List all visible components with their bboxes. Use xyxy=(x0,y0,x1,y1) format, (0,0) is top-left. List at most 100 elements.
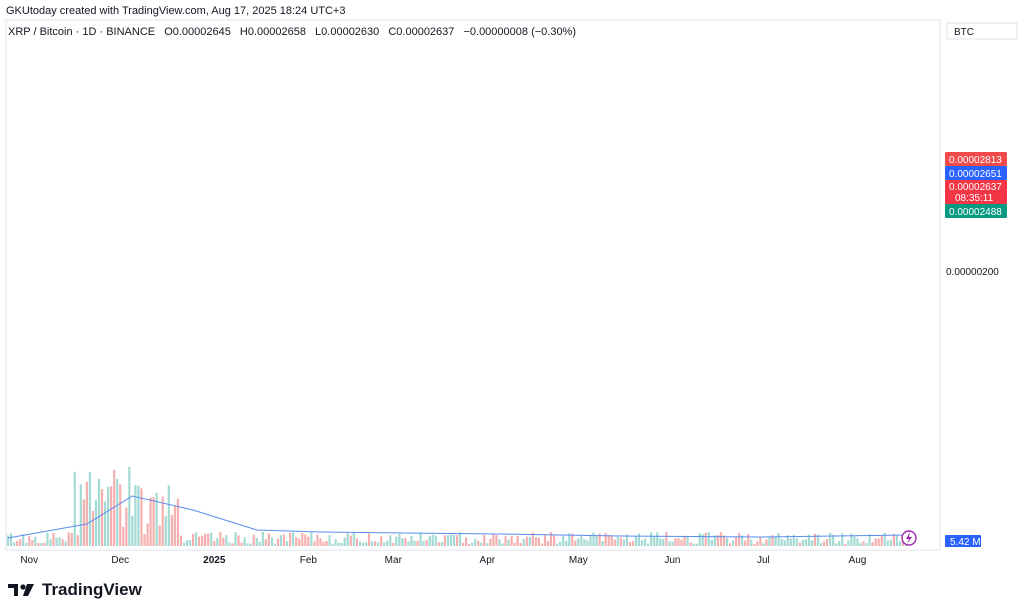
chart-border xyxy=(5,19,941,551)
volume-bar xyxy=(243,537,246,546)
chart-credit: GKUtoday created with TradingView.com, A… xyxy=(6,5,346,17)
volume-bar xyxy=(246,543,249,546)
volume-bar xyxy=(398,534,401,546)
volume-bar xyxy=(240,542,243,546)
volume-bar xyxy=(543,534,547,546)
volume-bar xyxy=(458,532,462,546)
volume-bar xyxy=(410,535,413,546)
volume-bar xyxy=(477,540,480,546)
volume-bar xyxy=(161,496,164,546)
volume-bar xyxy=(58,537,61,546)
volume-bar xyxy=(346,533,349,546)
volume-bar xyxy=(367,533,371,546)
volume-bar xyxy=(267,533,271,546)
currency-label: BTC xyxy=(954,27,974,38)
volume-bar xyxy=(286,541,289,546)
volume-bar xyxy=(191,533,195,546)
volume-bar xyxy=(213,541,216,546)
volume-bar xyxy=(231,543,234,546)
volume-bar xyxy=(871,542,874,546)
volume-bar xyxy=(64,541,67,546)
volume-bar xyxy=(19,539,22,546)
volume-bar xyxy=(686,536,689,546)
volume-bar xyxy=(73,471,76,546)
upper-band-badge xyxy=(945,152,1007,166)
volume-bar xyxy=(103,501,107,546)
volume-bar xyxy=(316,534,319,546)
volume-bar xyxy=(580,534,583,546)
volume-bar xyxy=(540,543,544,546)
volume-bar xyxy=(841,533,844,546)
volume-bar xyxy=(310,532,313,546)
volume-bar xyxy=(719,532,723,546)
volume-bar xyxy=(756,541,759,546)
volume-bar xyxy=(119,484,122,546)
volume-bar xyxy=(173,505,176,546)
x-tick-label: Nov xyxy=(20,555,38,566)
symbol-name[interactable]: XRP / Bitcoin · 1D · BINANCE xyxy=(8,26,156,38)
volume-bar xyxy=(422,541,425,546)
volume-bar xyxy=(522,539,525,546)
volume-bar xyxy=(725,538,729,546)
volume-bar xyxy=(446,535,449,546)
volume-bar xyxy=(383,542,386,546)
volume-bar xyxy=(465,537,468,546)
volume-bar xyxy=(480,542,483,546)
volume-bar xyxy=(386,540,389,546)
upper-band-badge-text: 0.00002813 xyxy=(949,155,1002,166)
volume-bar xyxy=(252,534,255,546)
volume-bar xyxy=(765,539,768,546)
volume-bar xyxy=(889,540,892,546)
volume-bar xyxy=(468,543,471,546)
volume-bar xyxy=(25,542,28,546)
volume-bar xyxy=(380,536,383,546)
volume-bar xyxy=(201,535,204,546)
volume-bar xyxy=(819,543,823,546)
volume-bar xyxy=(850,533,853,546)
volume-bar xyxy=(9,533,13,546)
volume-bar xyxy=(401,538,404,546)
volume-bar xyxy=(568,533,571,546)
lightning-icon[interactable] xyxy=(901,530,917,546)
volume-bar xyxy=(88,471,92,546)
volume-bar xyxy=(43,542,46,546)
volume-bar xyxy=(826,539,829,546)
volume-bar xyxy=(85,481,88,546)
currency-box[interactable] xyxy=(946,22,1018,40)
volume-bar xyxy=(598,533,601,546)
volume-bar xyxy=(592,532,595,546)
volume-bar xyxy=(349,535,352,546)
volume-bar xyxy=(692,543,695,546)
volume-bar xyxy=(747,533,750,546)
volume-bar xyxy=(404,538,407,546)
volume-bar xyxy=(556,543,559,546)
volume-bar xyxy=(762,543,765,546)
volume-bar xyxy=(331,543,334,546)
volume-bar xyxy=(677,538,680,546)
volume-bar xyxy=(495,534,498,546)
volume-bar xyxy=(392,543,395,546)
volume-bar xyxy=(534,537,537,546)
volume-bar xyxy=(892,533,895,546)
volume-bar xyxy=(61,539,64,546)
volume-bar xyxy=(355,538,358,546)
volume-bar xyxy=(94,499,98,546)
x-axis: Nov Dec 2025 Feb Mar Apr May Jun Jul Aug xyxy=(20,555,866,566)
volume-bar xyxy=(474,538,477,546)
volume-bar xyxy=(307,536,310,546)
volume-bar xyxy=(152,497,155,546)
volume-bar xyxy=(771,535,774,546)
volume-bar xyxy=(571,533,574,546)
volume-bar xyxy=(49,539,52,546)
volume-bar xyxy=(735,537,738,546)
tv-logo-text: TradingView xyxy=(42,580,142,599)
volume-bar xyxy=(395,536,398,546)
volume-bar xyxy=(674,538,677,546)
volume-bar xyxy=(683,535,686,546)
volume-ma-line xyxy=(7,495,907,539)
volume-bars xyxy=(6,466,908,546)
volume-bar xyxy=(182,542,186,546)
price-chart[interactable]: BTC 0.000036000.000034000.000032000.0000… xyxy=(0,0,1024,580)
volume-bar xyxy=(216,538,219,546)
volume-bar xyxy=(750,539,753,546)
